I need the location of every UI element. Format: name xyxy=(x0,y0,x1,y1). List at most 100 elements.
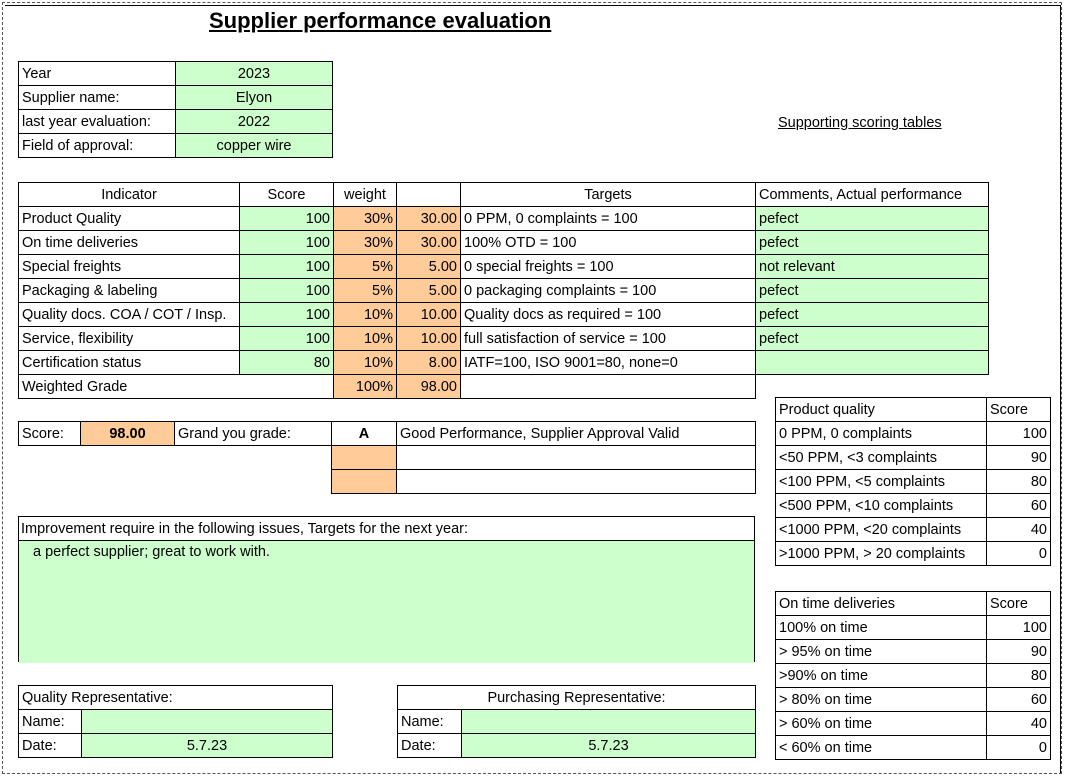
indicator-target: full satisfaction of service = 100 xyxy=(460,326,756,351)
pq-header: Product quality xyxy=(775,397,987,422)
quality-rep-table: Quality Representative: Name: Date: 5.7.… xyxy=(18,685,333,758)
indicator-score[interactable]: 100 xyxy=(239,254,334,279)
indicator-row: On time deliveries 100 30% 30.00 100% OTD = … xyxy=(18,230,989,255)
scoring-score: 90 xyxy=(986,445,1051,470)
scoring-row: <50 PPM, <3 complaints 90 xyxy=(775,445,1051,470)
purchasing-rep-title: Purchasing Representative: xyxy=(396,685,757,710)
grade-label: Grand you grade: xyxy=(174,421,332,446)
scoring-score: 90 xyxy=(986,639,1051,664)
indicator-name: Packaging & labeling xyxy=(18,278,240,303)
indicator-target: IATF=100, ISO 9001=80, none=0 xyxy=(460,350,756,375)
scoring-label: < 60% on time xyxy=(775,735,987,760)
empty-grade-cell xyxy=(331,445,397,470)
indicator-score[interactable]: 80 xyxy=(239,350,334,375)
indicator-row: Product Quality 100 30% 30.00 0 PPM, 0 compl… xyxy=(18,206,989,231)
grade-row xyxy=(19,445,756,470)
info-row: Year 2023 xyxy=(18,61,333,86)
score-header: Score xyxy=(239,182,334,207)
indicator-comment[interactable]: pefect xyxy=(755,326,989,351)
scoring-row: > 60% on time 40 xyxy=(775,711,1051,736)
field-of-approval-cell[interactable]: copper wire xyxy=(175,133,333,158)
improvement-header: Improvement require in the following iss… xyxy=(19,517,754,541)
indicator-target: 0 packaging complaints = 100 xyxy=(460,278,756,303)
otd-header: On time deliveries xyxy=(775,591,987,616)
indicator-score[interactable]: 100 xyxy=(239,278,334,303)
info-row: Supplier name: Elyon xyxy=(18,85,333,110)
pq-score-header: Score xyxy=(986,397,1051,422)
scoring-row: < 60% on time 0 xyxy=(775,735,1051,760)
total-weight-cell: 100% xyxy=(333,374,397,399)
scoring-label: 0 PPM, 0 complaints xyxy=(775,421,987,446)
scoring-label: <100 PPM, <5 complaints xyxy=(775,469,987,494)
page-title: Supplier performance evaluation xyxy=(209,8,552,33)
grade-row xyxy=(19,469,756,494)
info-label: Year xyxy=(18,61,176,86)
purchasing-rep-name-field[interactable] xyxy=(460,709,757,734)
targets-header: Targets xyxy=(460,182,756,207)
indicator-target: 0 special freights = 100 xyxy=(460,254,756,279)
scoring-row: > 80% on time 60 xyxy=(775,687,1051,712)
indicator-comment[interactable]: pefect xyxy=(755,302,989,327)
indicator-comment[interactable]: pefect xyxy=(755,278,989,303)
last-evaluation-cell[interactable]: 2022 xyxy=(175,109,333,134)
indicator-row: Special freights 100 5% 5.00 0 special freig… xyxy=(18,254,989,279)
improvement-text[interactable]: a perfect supplier; great to work with. xyxy=(19,541,754,663)
grade-value: A xyxy=(331,421,397,446)
purchasing-rep-table: Purchasing Representative: Name: Date: 5… xyxy=(396,685,757,758)
scoring-row: >90% on time 80 xyxy=(775,663,1051,688)
scoring-row: <1000 PPM, <20 complaints 40 xyxy=(775,517,1051,542)
info-row: Field of approval: copper wire xyxy=(18,133,333,158)
indicator-comment[interactable]: pefect xyxy=(755,230,989,255)
indicator-score[interactable]: 100 xyxy=(239,230,334,255)
empty-cell xyxy=(460,374,756,399)
indicator-weight: 30% xyxy=(333,206,397,231)
scoring-label: <500 PPM, <10 complaints xyxy=(775,493,987,518)
scoring-score: 0 xyxy=(986,541,1051,566)
indicator-comment[interactable] xyxy=(755,350,989,375)
date-label: Date: xyxy=(397,733,462,758)
indicator-weight: 5% xyxy=(333,254,397,279)
indicator-row: Quality docs. COA / COT / Insp. 100 10% 10.… xyxy=(18,302,989,327)
scoring-row: <500 PPM, <10 complaints 60 xyxy=(775,493,1051,518)
quality-rep-title: Quality Representative: xyxy=(18,685,333,710)
empty-cell xyxy=(19,446,332,470)
empty-cell xyxy=(756,375,989,399)
date-label: Date: xyxy=(18,733,82,758)
score-value: 98.00 xyxy=(80,421,175,446)
indicator-comment[interactable]: not relevant xyxy=(755,254,989,279)
indicator-target: Quality docs as required = 100 xyxy=(460,302,756,327)
scoring-label: <50 PPM, <3 complaints xyxy=(775,445,987,470)
empty-cell xyxy=(19,470,332,494)
supporting-tables-link[interactable]: Supporting scoring tables xyxy=(778,115,942,131)
scoring-row: > 95% on time 90 xyxy=(775,639,1051,664)
scoring-score: 100 xyxy=(986,421,1051,446)
otd-score-header: Score xyxy=(986,591,1051,616)
grade-row: Score: 98.00 Grand you grade: A Good Per… xyxy=(18,421,756,446)
quality-rep-date-field[interactable]: 5.7.23 xyxy=(81,733,333,758)
sheet-border xyxy=(5,5,1061,773)
indicator-score[interactable]: 100 xyxy=(239,206,334,231)
scoring-score: 60 xyxy=(986,687,1051,712)
quality-rep-name-field[interactable] xyxy=(81,709,333,734)
indicator-weighted: 30.00 xyxy=(396,206,461,231)
info-label: Field of approval: xyxy=(18,133,176,158)
supplier-name-cell[interactable]: Elyon xyxy=(175,85,333,110)
year-cell[interactable]: 2023 xyxy=(175,61,333,86)
indicator-row: Service, flexibility 100 10% 10.00 full sati… xyxy=(18,326,989,351)
indicator-name: Product Quality xyxy=(18,206,240,231)
empty-cell xyxy=(396,469,756,494)
indicator-name: On time deliveries xyxy=(18,230,240,255)
indicator-weighted: 10.00 xyxy=(396,326,461,351)
name-label: Name: xyxy=(18,709,82,734)
indicator-score[interactable]: 100 xyxy=(239,302,334,327)
indicator-comment[interactable]: pefect xyxy=(755,206,989,231)
indicator-weighted: 10.00 xyxy=(396,302,461,327)
indicator-weight: 10% xyxy=(333,350,397,375)
purchasing-rep-date-field[interactable]: 5.7.23 xyxy=(460,733,757,758)
indicator-score[interactable]: 100 xyxy=(239,326,334,351)
indicator-weight: 30% xyxy=(333,230,397,255)
indicator-weighted: 30.00 xyxy=(396,230,461,255)
indicator-header: Indicator xyxy=(18,182,240,207)
indicator-weighted: 5.00 xyxy=(396,254,461,279)
info-label: Supplier name: xyxy=(18,85,176,110)
